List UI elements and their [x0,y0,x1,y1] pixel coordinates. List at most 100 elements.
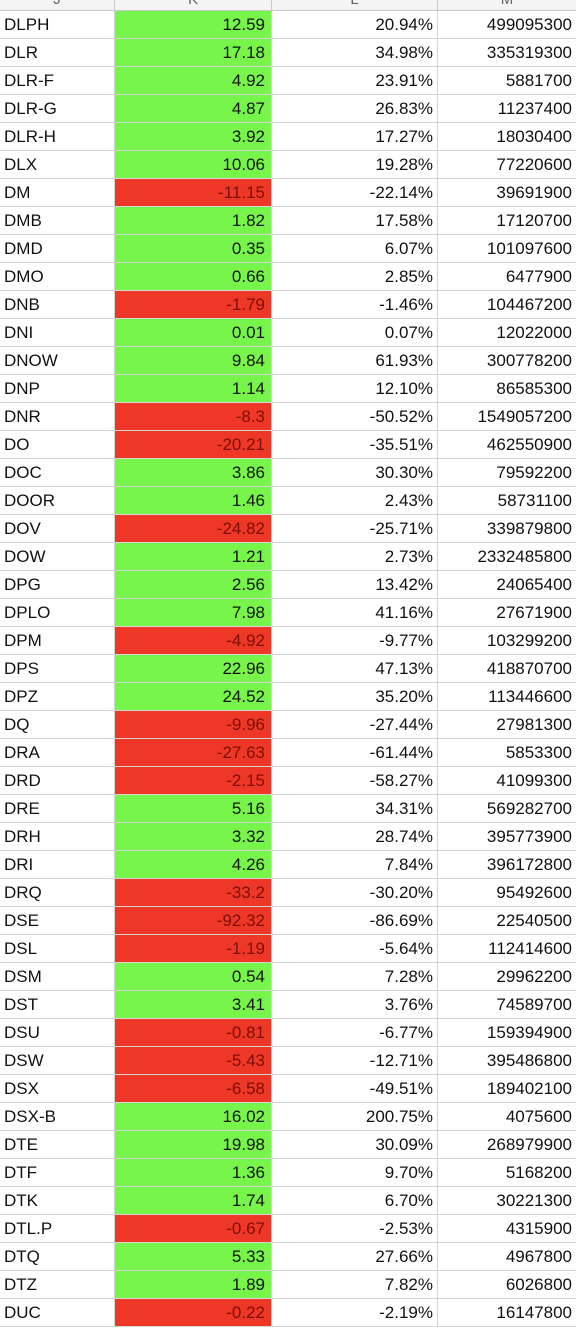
ticker-cell[interactable]: DST [0,991,115,1018]
change-cell[interactable]: 0.66 [115,263,272,290]
ticker-cell[interactable]: DSM [0,963,115,990]
volume-cell[interactable]: 74589700 [496,995,572,1014]
percent-change-cell[interactable]: 19.28% [272,151,438,178]
volume-cell[interactable]: 112414600 [488,939,572,958]
percent-change-cell[interactable]: 17.58% [272,207,438,234]
change-cell[interactable]: -20.21 [115,431,272,458]
volume-cell[interactable]: 24065400 [496,575,572,594]
ticker-cell[interactable]: DLR-F [0,67,115,94]
percent-change-cell[interactable]: -5.64% [272,935,438,962]
ticker-cell[interactable]: DTZ [0,1271,115,1298]
ticker-cell[interactable]: DOOR [0,487,115,514]
ticker-cell[interactable]: DMB [0,207,115,234]
percent-change-cell[interactable]: 6.70% [272,1187,438,1214]
change-cell[interactable]: 5.16 [115,795,272,822]
ticker-cell[interactable]: DRD [0,767,115,794]
ticker-cell[interactable]: DLPH [0,11,115,38]
volume-cell[interactable]: 300778200 [486,351,572,370]
percent-change-cell[interactable]: -49.51% [272,1075,438,1102]
percent-change-cell[interactable]: 3.76% [272,991,438,1018]
change-cell[interactable]: -24.82 [115,515,272,542]
ticker-cell[interactable]: DPZ [0,683,115,710]
volume-cell[interactable]: 462550900 [486,435,572,454]
ticker-cell[interactable]: DSX-B [0,1103,115,1130]
percent-change-cell[interactable]: -6.77% [272,1019,438,1046]
volume-cell[interactable]: 396172800 [486,855,572,874]
percent-change-cell[interactable]: 6.07% [272,235,438,262]
ticker-cell[interactable]: DRA [0,739,115,766]
volume-cell[interactable]: 395486800 [486,1051,572,1070]
change-cell[interactable]: 4.26 [115,851,272,878]
change-cell[interactable]: 1.21 [115,543,272,570]
volume-cell[interactable]: 27981300 [496,715,572,734]
change-cell[interactable]: -8.3 [115,403,272,430]
ticker-cell[interactable]: DRH [0,823,115,850]
ticker-cell[interactable]: DNOW [0,347,115,374]
percent-change-cell[interactable]: 41.16% [272,599,438,626]
change-cell[interactable]: 1.74 [115,1187,272,1214]
change-cell[interactable]: -1.79 [115,291,272,318]
volume-cell[interactable]: 79592200 [496,463,572,482]
change-cell[interactable]: 16.02 [115,1103,272,1130]
percent-change-cell[interactable]: 30.30% [272,459,438,486]
volume-cell[interactable]: 189402100 [486,1079,572,1098]
change-cell[interactable]: 1.46 [115,487,272,514]
percent-change-cell[interactable]: 2.85% [272,263,438,290]
column-header-j[interactable]: J [0,0,115,10]
ticker-cell[interactable]: DTK [0,1187,115,1214]
change-cell[interactable]: 0.35 [115,235,272,262]
percent-change-cell[interactable]: 0.07% [272,319,438,346]
change-cell[interactable]: 1.36 [115,1159,272,1186]
percent-change-cell[interactable]: -30.20% [272,879,438,906]
volume-cell[interactable]: 268979900 [486,1135,572,1154]
column-header-m[interactable]: M [438,0,576,10]
volume-cell[interactable]: 6026800 [505,1275,572,1294]
change-cell[interactable]: -1.19 [115,935,272,962]
volume-cell[interactable]: 159394900 [486,1023,572,1042]
percent-change-cell[interactable]: -61.44% [272,739,438,766]
ticker-cell[interactable]: DNR [0,403,115,430]
ticker-cell[interactable]: DMO [0,263,115,290]
change-cell[interactable]: -0.67 [115,1215,272,1242]
percent-change-cell[interactable]: -50.52% [272,403,438,430]
ticker-cell[interactable]: DLR-G [0,95,115,122]
volume-cell[interactable]: 339879800 [486,519,572,538]
ticker-cell[interactable]: DRQ [0,879,115,906]
ticker-cell[interactable]: DUC [0,1299,115,1326]
volume-cell[interactable]: 86585300 [496,379,572,398]
change-cell[interactable]: 3.41 [115,991,272,1018]
change-cell[interactable]: 1.89 [115,1271,272,1298]
change-cell[interactable]: 4.92 [115,67,272,94]
ticker-cell[interactable]: DOW [0,543,115,570]
percent-change-cell[interactable]: -22.14% [272,179,438,206]
percent-change-cell[interactable]: -9.77% [272,627,438,654]
volume-cell[interactable]: 2332485800 [477,547,572,566]
volume-cell[interactable]: 1549057200 [477,407,572,426]
volume-cell[interactable]: 5853300 [505,743,572,762]
change-cell[interactable]: 5.33 [115,1243,272,1270]
percent-change-cell[interactable]: 61.93% [272,347,438,374]
percent-change-cell[interactable]: 30.09% [272,1131,438,1158]
ticker-cell[interactable]: DM [0,179,115,206]
percent-change-cell[interactable]: -86.69% [272,907,438,934]
percent-change-cell[interactable]: 2.73% [272,543,438,570]
ticker-cell[interactable]: DPM [0,627,115,654]
volume-cell[interactable]: 113446600 [488,687,572,706]
change-cell[interactable]: -0.81 [115,1019,272,1046]
volume-cell[interactable]: 17120700 [496,211,572,230]
ticker-cell[interactable]: DTQ [0,1243,115,1270]
percent-change-cell[interactable]: 200.75% [272,1103,438,1130]
ticker-cell[interactable]: DOV [0,515,115,542]
volume-cell[interactable]: 27671900 [496,603,572,622]
volume-cell[interactable]: 16147800 [496,1303,572,1322]
change-cell[interactable]: 10.06 [115,151,272,178]
change-cell[interactable]: 17.18 [115,39,272,66]
ticker-cell[interactable]: DMD [0,235,115,262]
volume-cell[interactable]: 4967800 [505,1247,572,1266]
ticker-cell[interactable]: DTL.P [0,1215,115,1242]
change-cell[interactable]: -4.92 [115,627,272,654]
percent-change-cell[interactable]: 7.84% [272,851,438,878]
ticker-cell[interactable]: DPLO [0,599,115,626]
percent-change-cell[interactable]: 47.13% [272,655,438,682]
volume-cell[interactable]: 104467200 [486,295,572,314]
